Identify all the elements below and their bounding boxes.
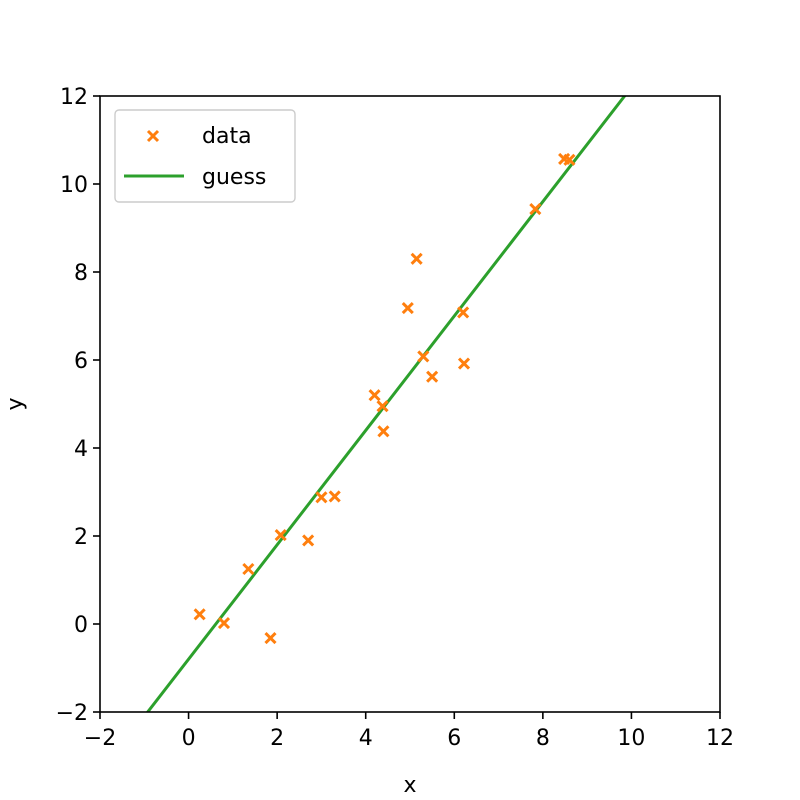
legend-marker-x <box>146 129 160 143</box>
axis-ticks: −2 0 2 4 6 8 10 12 −2 0 2 4 6 8 10 12 <box>56 85 734 751</box>
plot-frame <box>99 95 721 713</box>
legend-label-data: data <box>202 124 252 149</box>
data-point-15 <box>457 306 470 319</box>
data-point-1 <box>217 617 231 630</box>
data-point-11 <box>401 302 414 315</box>
legend-label-guess: guess <box>202 165 266 190</box>
data-point-0 <box>193 608 206 621</box>
data-point-8 <box>368 389 381 402</box>
data-point-10 <box>377 425 390 438</box>
x-tick-label: 12 <box>706 726 734 751</box>
data-point-3 <box>264 632 277 645</box>
plot-marks <box>145 96 627 712</box>
data-point-6 <box>315 491 328 504</box>
x-tick-label: 2 <box>270 726 284 751</box>
data-point-16 <box>457 357 471 370</box>
x-tick-label: −2 <box>84 726 116 751</box>
x-tick-label: 8 <box>536 726 550 751</box>
x-tick-label: 6 <box>447 726 461 751</box>
data-point-9 <box>376 400 389 413</box>
y-tick-label: 10 <box>60 173 88 198</box>
data-point-13 <box>417 350 430 363</box>
data-point-14 <box>426 370 439 383</box>
legend-marker-data <box>146 129 160 143</box>
x-tick-label: 0 <box>182 726 196 751</box>
y-tick-label: 2 <box>74 525 88 550</box>
y-tick-label: 8 <box>74 261 88 286</box>
legend: data guess <box>114 109 296 203</box>
guess-line <box>145 96 627 712</box>
y-tick-label: 4 <box>74 437 88 462</box>
x-tick-label: 10 <box>617 726 645 751</box>
data-point-7 <box>328 490 341 503</box>
y-axis-label: y <box>3 397 28 410</box>
data-point-4 <box>274 529 287 542</box>
y-tick-label: 6 <box>74 349 88 374</box>
data-point-17 <box>529 203 542 216</box>
y-tick-label: 0 <box>74 613 88 638</box>
x-tick-label: 4 <box>359 726 373 751</box>
data-point-12 <box>410 252 423 265</box>
data-point-19 <box>563 153 576 166</box>
x-axis-label: x <box>403 773 416 798</box>
y-tick-label: −2 <box>56 701 88 726</box>
y-tick-label: 12 <box>60 85 88 110</box>
data-point-2 <box>242 562 255 576</box>
legend-box <box>114 109 296 203</box>
data-point-5 <box>302 534 315 547</box>
